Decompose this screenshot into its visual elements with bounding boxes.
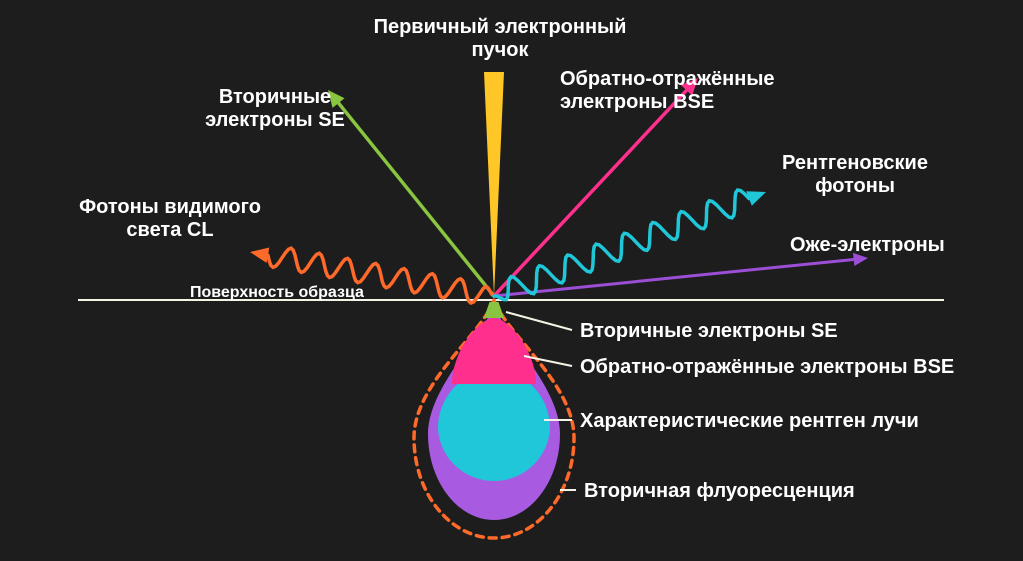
leader-label-fluor: Вторичная флуоресценция (584, 480, 855, 503)
bse-arrow-line (494, 90, 687, 296)
leader-se2 (506, 312, 572, 330)
primary-beam-label: Первичный электронный пучок (340, 16, 660, 62)
leader-label-xchar: Характеристические рентген лучи (580, 410, 919, 433)
surface-label: Поверхность образца (190, 284, 364, 302)
se-arrow-line (339, 103, 494, 296)
diagram-root: Поверхность образца Первичный электронный… (0, 0, 1023, 561)
leader-label-bse2: Обратно-отражённые электроны BSE (580, 356, 954, 379)
xray-label: Рентгеновские фотоны (740, 152, 970, 198)
leader-label-se2: Вторичные электроны SE (580, 320, 838, 343)
auger-arrow-line (494, 259, 854, 296)
volume-pink (452, 318, 536, 384)
auger-arrow-label: Оже-электроны (790, 234, 1010, 257)
diagram-svg (0, 0, 1023, 561)
se-arrow-label: Вторичные электроны SE (175, 86, 375, 132)
primary-beam (484, 72, 504, 296)
bse-arrow-label: Обратно-отражённые электроны BSE (560, 68, 860, 114)
volume-green (484, 302, 504, 318)
cl-label: Фотоны видимого света CL (55, 196, 285, 242)
cl-head (250, 248, 269, 263)
